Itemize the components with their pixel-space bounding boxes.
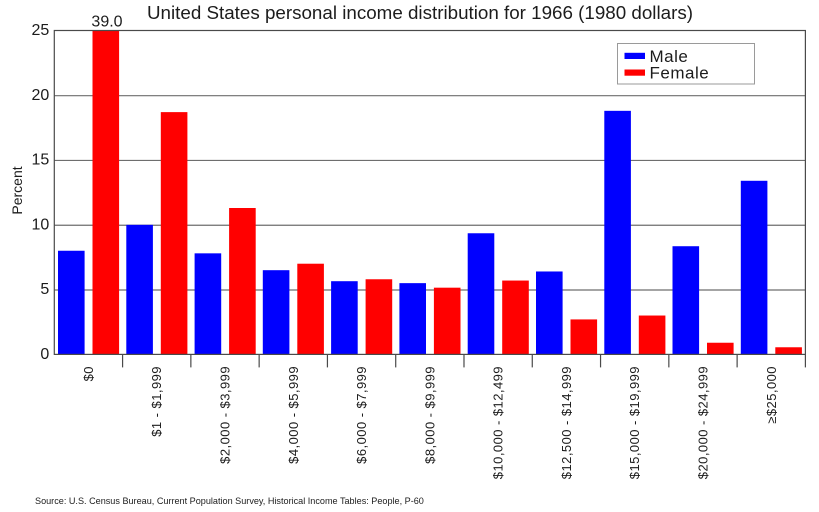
svg-text:20: 20 <box>32 87 50 104</box>
svg-text:$6,000 - $7,999: $6,000 - $7,999 <box>354 366 369 464</box>
svg-text:$15,000 - $19,999: $15,000 - $19,999 <box>627 366 642 479</box>
svg-text:0: 0 <box>40 346 49 363</box>
svg-text:25: 25 <box>32 22 50 39</box>
svg-text:Female: Female <box>650 64 710 83</box>
svg-text:$10,000 - $12,499: $10,000 - $12,499 <box>491 366 506 479</box>
svg-text:$20,000 - $24,999: $20,000 - $24,999 <box>696 366 711 479</box>
svg-text:5: 5 <box>40 281 49 298</box>
svg-text:United States personal income: United States personal income distributi… <box>147 2 693 23</box>
svg-text:$0: $0 <box>81 366 96 381</box>
svg-text:Percent: Percent <box>9 166 25 214</box>
svg-text:Male: Male <box>650 47 689 66</box>
svg-text:$12,500 - $14,999: $12,500 - $14,999 <box>559 366 574 479</box>
svg-text:39.0: 39.0 <box>91 14 122 31</box>
svg-text:$1 - $1,999: $1 - $1,999 <box>149 366 164 437</box>
svg-text:Source: U.S. Census Bureau, Cu: Source: U.S. Census Bureau, Current Popu… <box>35 496 424 506</box>
svg-text:≥$25,000: ≥$25,000 <box>764 366 779 424</box>
svg-text:$2,000 - $3,999: $2,000 - $3,999 <box>218 366 233 464</box>
svg-text:10: 10 <box>32 216 50 233</box>
svg-text:15: 15 <box>32 152 50 169</box>
svg-text:$8,000 - $9,999: $8,000 - $9,999 <box>422 366 437 464</box>
svg-text:$4,000 - $5,999: $4,000 - $5,999 <box>286 366 301 464</box>
